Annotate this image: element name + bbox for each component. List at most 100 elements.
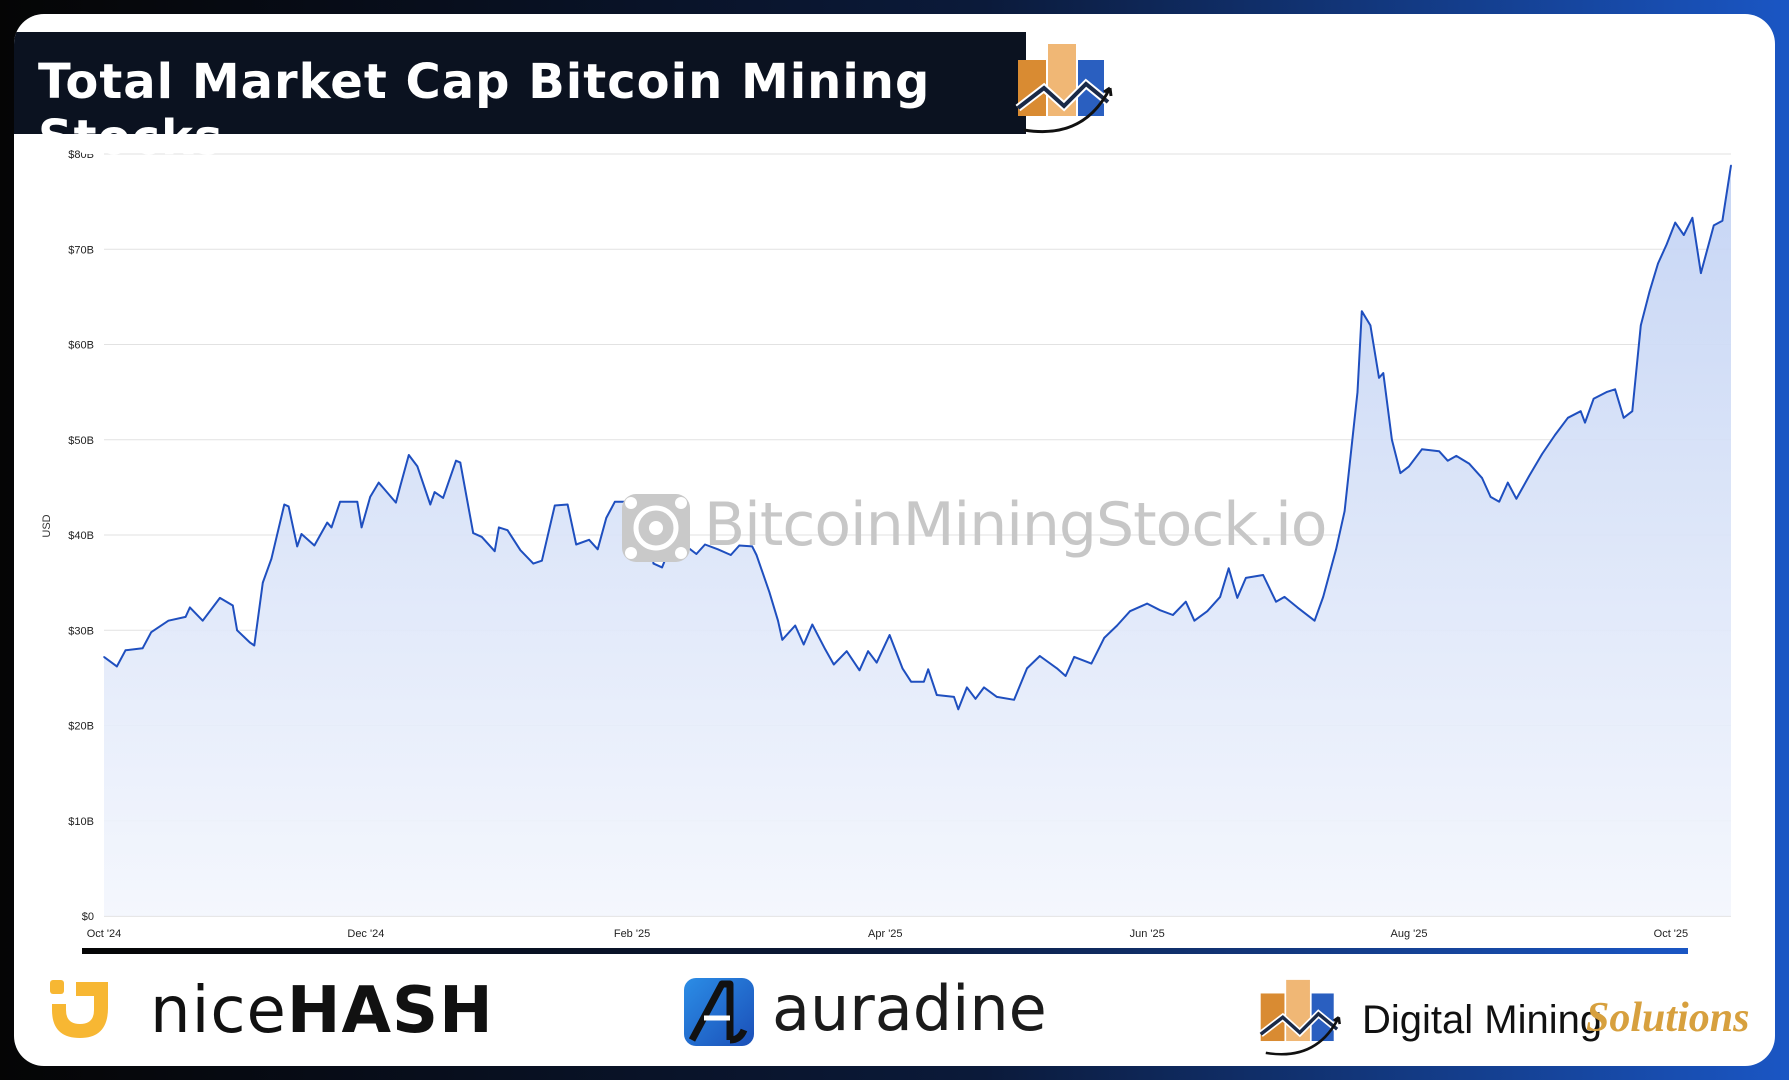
data-point bbox=[1541, 453, 1543, 455]
data-point bbox=[1185, 600, 1187, 603]
data-point bbox=[253, 644, 256, 647]
data-point bbox=[1073, 656, 1075, 658]
data-point bbox=[455, 459, 457, 462]
data-point bbox=[1378, 377, 1380, 379]
data-point bbox=[167, 619, 170, 622]
data-point bbox=[1691, 217, 1694, 219]
data-point bbox=[1236, 597, 1239, 599]
data-point bbox=[103, 656, 105, 658]
data-point bbox=[1665, 243, 1668, 246]
data-point bbox=[231, 604, 234, 607]
data-point bbox=[575, 543, 578, 546]
data-point bbox=[1713, 224, 1715, 227]
data-point bbox=[614, 500, 616, 503]
x-tick-label: Dec '24 bbox=[347, 928, 384, 940]
data-point bbox=[867, 650, 869, 653]
data-point bbox=[150, 631, 153, 633]
data-point bbox=[236, 629, 238, 632]
data-point bbox=[1103, 637, 1106, 639]
data-point bbox=[1567, 417, 1569, 419]
data-point bbox=[824, 648, 827, 651]
data-point bbox=[927, 668, 930, 671]
data-point bbox=[781, 638, 784, 641]
data-point bbox=[794, 624, 796, 627]
data-point bbox=[1408, 465, 1410, 468]
dms-footer-logo-icon bbox=[1258, 979, 1341, 1056]
data-point bbox=[1313, 619, 1316, 622]
data-point bbox=[1682, 234, 1685, 236]
data-point bbox=[459, 461, 462, 464]
data-point bbox=[1657, 262, 1659, 265]
y-tick-label: $0 bbox=[82, 911, 94, 923]
data-point bbox=[1382, 372, 1385, 374]
data-point bbox=[957, 708, 960, 711]
data-point bbox=[845, 650, 848, 653]
data-point bbox=[1361, 310, 1363, 312]
data-point bbox=[1721, 219, 1724, 222]
data-point bbox=[1335, 548, 1337, 551]
data-point bbox=[1421, 448, 1423, 451]
data-point bbox=[1455, 455, 1458, 457]
nicehash-wordmark: niceHASH bbox=[150, 974, 494, 1048]
data-point bbox=[283, 503, 286, 506]
data-point bbox=[498, 526, 500, 529]
data-point bbox=[1489, 496, 1492, 498]
data-point bbox=[858, 669, 861, 672]
data-point bbox=[936, 694, 938, 696]
y-tick-label: $70B bbox=[68, 244, 94, 256]
dms-logo-icon bbox=[1015, 44, 1113, 134]
footer-separator bbox=[82, 948, 1688, 954]
data-point bbox=[1592, 397, 1595, 400]
data-point bbox=[262, 581, 264, 584]
data-point bbox=[875, 661, 878, 664]
data-point bbox=[755, 554, 758, 556]
data-point bbox=[270, 558, 273, 560]
data-point bbox=[339, 500, 341, 503]
x-tick-label: Aug '25 bbox=[1391, 928, 1428, 940]
data-point bbox=[416, 465, 419, 468]
data-point bbox=[326, 521, 329, 524]
data-point bbox=[751, 545, 754, 548]
watermark-text: BitcoinMiningStock.io bbox=[704, 490, 1328, 560]
data-point bbox=[1245, 577, 1247, 579]
data-point bbox=[901, 667, 904, 670]
x-tick-label: Jun '25 bbox=[1130, 928, 1165, 940]
data-point bbox=[1579, 410, 1582, 412]
data-point bbox=[395, 501, 397, 504]
data-point bbox=[429, 503, 432, 506]
y-tick-label: $10B bbox=[68, 816, 94, 828]
data-point bbox=[1283, 596, 1286, 598]
data-point bbox=[1468, 462, 1470, 465]
data-point bbox=[953, 696, 955, 698]
data-point bbox=[768, 591, 771, 593]
data-point bbox=[506, 529, 509, 532]
data-point bbox=[1116, 624, 1118, 627]
data-point bbox=[1700, 272, 1702, 274]
data-point bbox=[201, 619, 204, 622]
sponsor-digital-mining-solutions: Digital Mining Solutions bbox=[1256, 974, 1775, 1056]
data-point bbox=[1648, 291, 1651, 293]
data-point bbox=[566, 503, 569, 506]
data-point bbox=[1554, 434, 1556, 436]
data-point bbox=[1515, 498, 1518, 500]
data-point bbox=[652, 562, 655, 565]
nicehash-logo-icon bbox=[50, 980, 108, 1038]
data-point bbox=[974, 698, 977, 700]
sponsor-nicehash: niceHASH bbox=[38, 974, 493, 1054]
data-point bbox=[313, 544, 316, 547]
data-point bbox=[1506, 481, 1509, 484]
data-point bbox=[356, 500, 359, 503]
data-point bbox=[888, 634, 891, 636]
data-point bbox=[1640, 324, 1642, 327]
data-point bbox=[704, 543, 706, 546]
x-tick-label: Oct '24 bbox=[87, 928, 122, 940]
data-point bbox=[1013, 698, 1015, 701]
watermark: BitcoinMiningStock.io bbox=[618, 486, 1328, 576]
data-point bbox=[1343, 510, 1346, 512]
y-tick-label: $30B bbox=[68, 625, 94, 637]
data-point bbox=[596, 548, 599, 551]
data-point bbox=[923, 680, 925, 683]
data-point bbox=[1369, 324, 1372, 327]
data-point bbox=[695, 553, 698, 555]
title-bar: Total Market Cap Bitcoin Mining Stocks bbox=[14, 32, 1026, 166]
